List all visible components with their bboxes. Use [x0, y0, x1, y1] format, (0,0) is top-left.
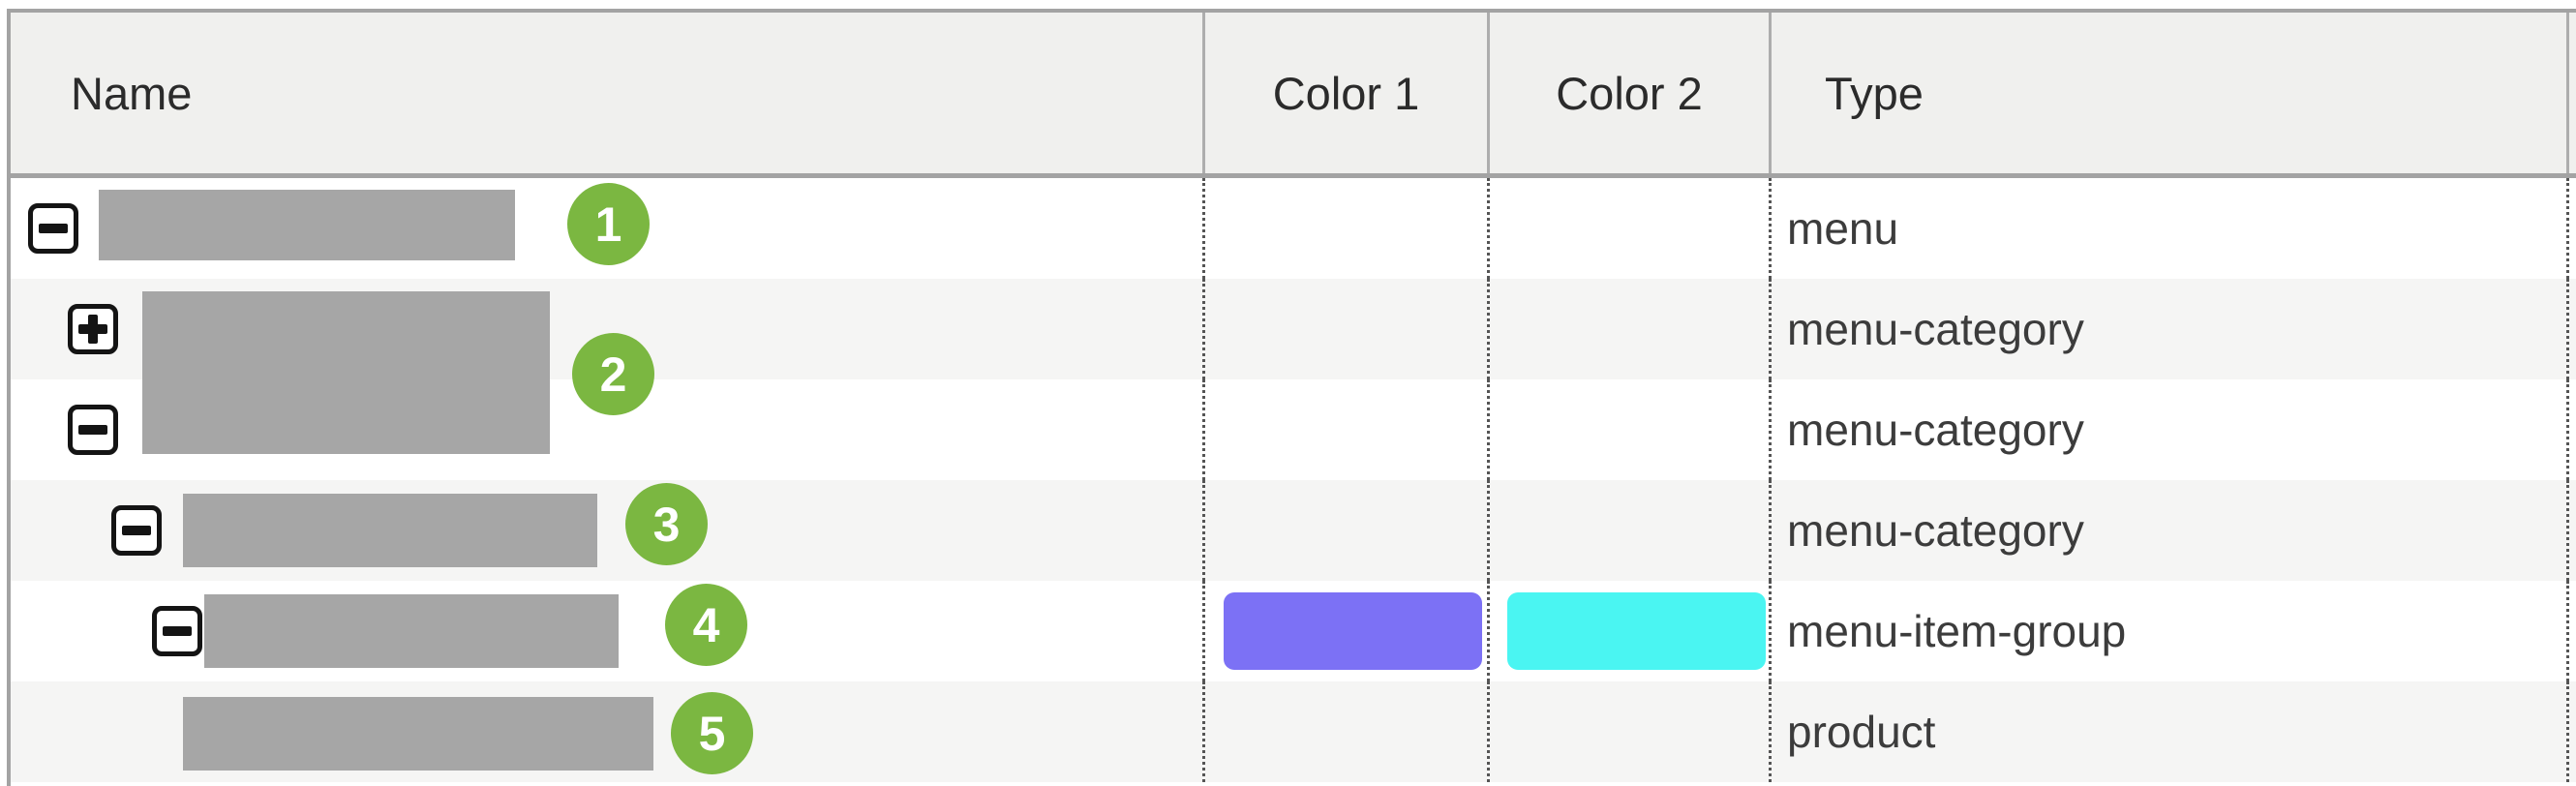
column-header-type: Type [1769, 13, 2566, 173]
redacted-name-bar [99, 190, 515, 260]
color1-cell [1202, 279, 1487, 379]
collapse-toggle-icon[interactable] [111, 505, 162, 556]
color1-cell [1202, 581, 1487, 681]
type-cell: menu-category [1769, 279, 2566, 379]
table-header: Name Color 1 Color 2 Type [11, 13, 2576, 178]
color1-cell [1202, 178, 1487, 279]
annotation-badge: 4 [665, 584, 747, 666]
collapse-toggle-icon[interactable] [28, 203, 78, 254]
overflow-cell [2566, 480, 2576, 581]
color2-cell [1487, 681, 1769, 782]
type-cell: product [1769, 681, 2566, 782]
color1-cell [1202, 681, 1487, 782]
overflow-cell [2566, 178, 2576, 279]
color2-cell [1487, 178, 1769, 279]
redacted-name-bar [183, 494, 597, 567]
column-header-name: Name [71, 67, 193, 119]
type-cell: menu-category [1769, 379, 2566, 480]
column-header-color1: Color 1 [1202, 13, 1487, 173]
overflow-cell [2566, 681, 2576, 782]
table-body: menu menu-category menu-category menu-ca… [11, 178, 2576, 782]
type-cell: menu-category [1769, 480, 2566, 581]
color1-swatch[interactable] [1224, 592, 1482, 670]
redacted-name-bar [142, 291, 550, 454]
overflow-cell [2566, 279, 2576, 379]
collapse-toggle-icon[interactable] [68, 405, 118, 455]
color1-cell [1202, 480, 1487, 581]
type-cell: menu [1769, 178, 2566, 279]
tree-table: Name Color 1 Color 2 Type menu menu-cate… [7, 9, 2576, 786]
collapse-toggle-icon[interactable] [152, 606, 202, 656]
color2-cell [1487, 581, 1769, 681]
color2-cell [1487, 279, 1769, 379]
annotation-badge: 2 [572, 333, 654, 415]
overflow-cell [2566, 379, 2576, 480]
expand-toggle-icon[interactable] [68, 304, 118, 354]
column-header-color2: Color 2 [1487, 13, 1769, 173]
color2-cell [1487, 480, 1769, 581]
annotation-badge: 5 [671, 692, 753, 774]
color2-swatch[interactable] [1506, 592, 1766, 670]
overflow-cell [2566, 581, 2576, 681]
annotation-badge: 1 [567, 183, 650, 265]
column-header-overflow [2566, 13, 2576, 173]
color2-cell [1487, 379, 1769, 480]
redacted-name-bar [183, 697, 653, 771]
annotation-badge: 3 [625, 483, 708, 565]
redacted-name-bar [204, 594, 619, 668]
annotation-overlay: 1 2 3 4 5 [11, 178, 2576, 782]
type-cell: menu-item-group [1769, 581, 2566, 681]
color1-cell [1202, 379, 1487, 480]
